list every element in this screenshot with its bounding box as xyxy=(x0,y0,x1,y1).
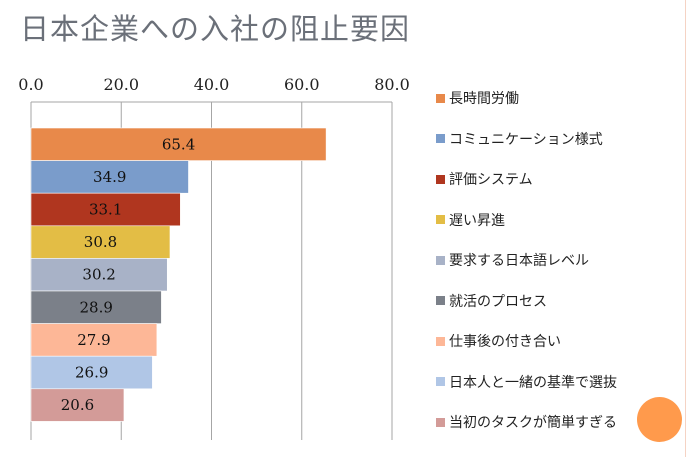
bar-5 xyxy=(30,258,168,292)
legend-item: 長時間労働 xyxy=(436,78,617,119)
legend-swatch xyxy=(436,215,445,225)
legend-item: 就活のプロセス xyxy=(436,281,617,322)
bar-6 xyxy=(30,290,162,324)
legend-swatch xyxy=(436,377,445,387)
value-label: 26.9 xyxy=(75,364,108,382)
legend-swatch xyxy=(436,174,445,184)
legend-label: 日本人と一緒の基準で選抜 xyxy=(449,374,617,391)
bar-4 xyxy=(30,225,171,259)
bars xyxy=(30,127,327,422)
legend-label: 評価システム xyxy=(449,172,533,189)
x-axis-ticks: 0.0 20.0 40.0 60.0 80.0 xyxy=(18,75,410,94)
value-label: 30.8 xyxy=(84,233,117,251)
legend-swatch xyxy=(436,93,445,103)
legend-item: 要求する日本語レベル xyxy=(436,240,617,281)
legend-label: 要求する日本語レベル xyxy=(449,253,589,270)
legend-swatch xyxy=(436,296,445,306)
legend-swatch xyxy=(436,134,445,144)
legend-label: 就活のプロセス xyxy=(449,293,547,310)
legend-item: 評価システム xyxy=(436,159,617,200)
legend-item: コミュニケーション様式 xyxy=(436,119,617,160)
x-tick-label: 40.0 xyxy=(194,75,230,94)
legend-item: 遅い昇進 xyxy=(436,200,617,241)
bar-7 xyxy=(30,323,158,357)
value-label: 20.6 xyxy=(61,396,94,414)
value-label: 33.1 xyxy=(89,201,122,219)
legend-label: 当初のタスクが簡単すぎる xyxy=(449,415,617,432)
legend-swatch xyxy=(436,255,445,265)
x-tick-label: 0.0 xyxy=(18,75,43,94)
value-label: 34.9 xyxy=(93,168,126,186)
chart-title: 日本企業への入社の阻止要因 xyxy=(20,12,411,46)
bar-9 xyxy=(30,388,125,422)
bar-8 xyxy=(30,355,153,390)
accent-circle xyxy=(637,397,682,442)
legend-item: 仕事後の付き合い xyxy=(436,321,617,362)
value-label: 28.9 xyxy=(80,298,113,316)
legend: 長時間労働コミュニケーション様式 評価システム 遅い昇進要求する日本語レベル 就活のプ… xyxy=(436,78,617,443)
value-label: 27.9 xyxy=(77,331,110,349)
x-tick-label: 60.0 xyxy=(284,75,320,94)
legend-item: 当初のタスクが簡単すぎる xyxy=(436,402,617,443)
legend-label: コミュニケーション様式 xyxy=(449,131,603,148)
value-label: 30.2 xyxy=(82,266,115,284)
x-tick-label: 80.0 xyxy=(374,75,410,94)
x-tick-label: 20.0 xyxy=(103,75,139,94)
legend-label: 遅い昇進 xyxy=(449,212,505,229)
legend-label: 仕事後の付き合い xyxy=(449,334,561,351)
legend-item: 日本人と一緒の基準で選抜 xyxy=(436,362,617,403)
value-labels: 65.4 34.9 33.1 30.8 30.2 28.9 27.9 26.9 20.6 xyxy=(61,135,195,414)
legend-swatch xyxy=(436,417,445,427)
legend-swatch xyxy=(436,336,445,346)
value-label: 65.4 xyxy=(162,135,195,153)
legend-label: 長時間労働 xyxy=(449,91,519,108)
